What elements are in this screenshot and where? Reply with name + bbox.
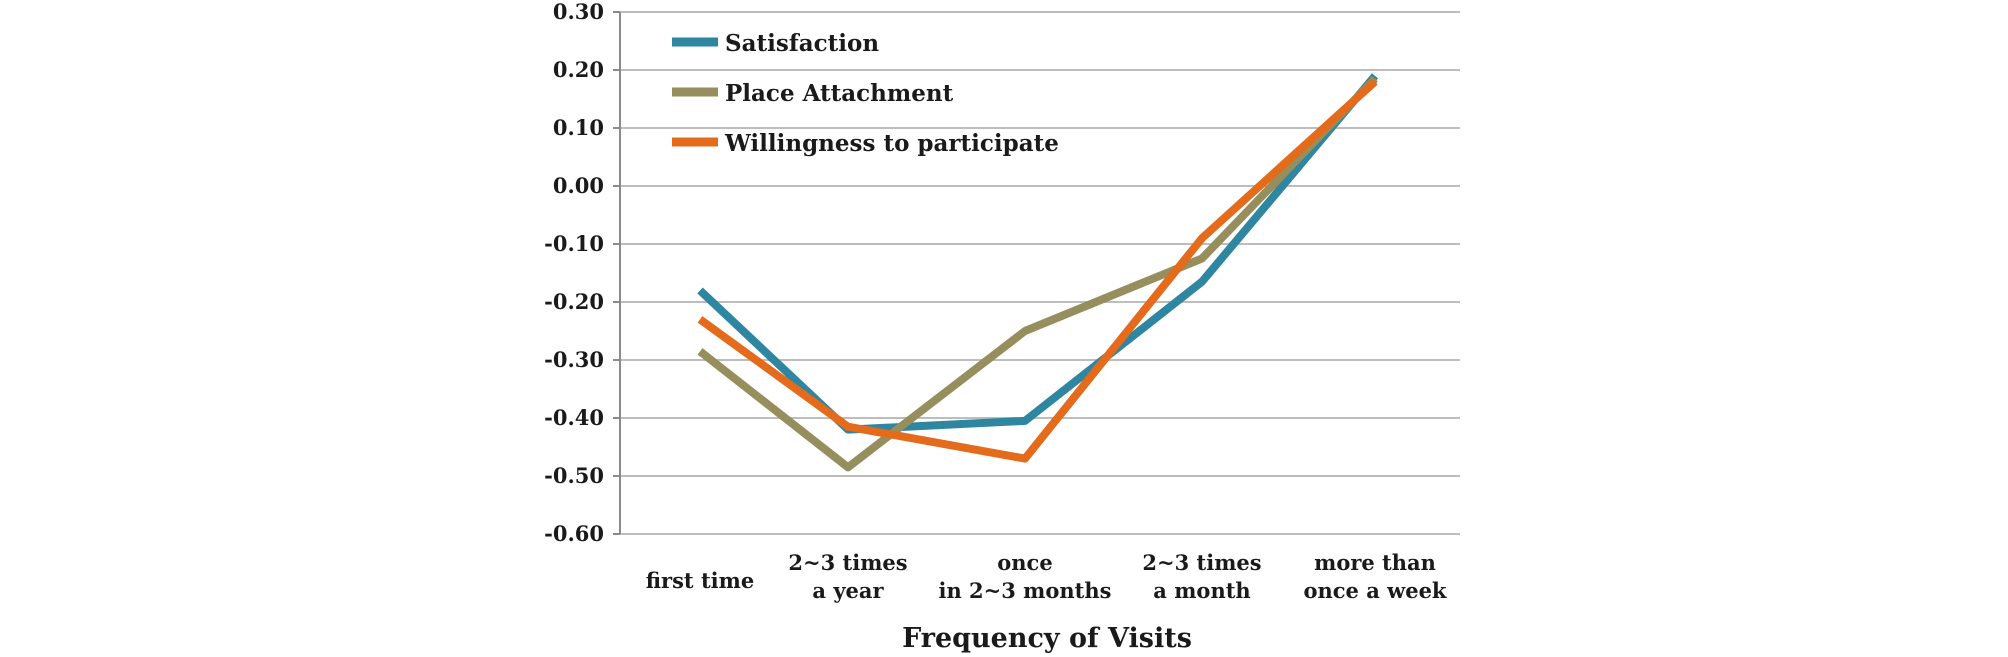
y-tick-label: -0.60 <box>544 521 604 546</box>
series-line-satisfaction <box>697 73 1379 434</box>
x-axis-title: Frequency of Visits <box>902 623 1192 654</box>
gridlines <box>613 11 1460 535</box>
y-tick-labels: 0.30 0.20 0.10 0.00 -0.10 -0.20 -0.30 -0.40 -0.5… <box>544 0 604 546</box>
y-tick-label: -0.20 <box>544 289 604 314</box>
x-tick-label: once in 2~3 months <box>939 550 1112 603</box>
legend-label-satisfaction: Satisfaction <box>725 30 879 57</box>
y-tick-label: 0.10 <box>553 115 604 140</box>
legend-label-place-attachment: Place Attachment <box>725 80 954 107</box>
y-tick-label: -0.50 <box>544 463 604 488</box>
y-tick-label: 0.20 <box>553 57 604 82</box>
x-tick-label: 2~3 times a month <box>1142 550 1261 603</box>
x-tick-label: more than once a week <box>1303 550 1446 603</box>
y-tick-label: 0.00 <box>553 173 604 198</box>
series-lines <box>697 73 1379 472</box>
y-tick-label: -0.10 <box>544 231 604 256</box>
x-tick-label: first time <box>646 568 754 593</box>
x-tick-labels: first time 2~3 times a year once in 2~3 mont… <box>646 550 1447 603</box>
y-tick-label: 0.30 <box>553 0 604 24</box>
x-tick-label: 2~3 times a year <box>788 550 907 603</box>
series-line-willingness-to-participate <box>697 78 1378 463</box>
legend: Satisfaction Place Attachment Willingnes… <box>672 30 1059 157</box>
y-tick-label: -0.40 <box>544 405 604 430</box>
y-tick-label: -0.30 <box>544 347 604 372</box>
legend-label-willingness: Willingness to participate <box>724 130 1059 157</box>
series-line-place-attachment <box>697 75 1378 472</box>
